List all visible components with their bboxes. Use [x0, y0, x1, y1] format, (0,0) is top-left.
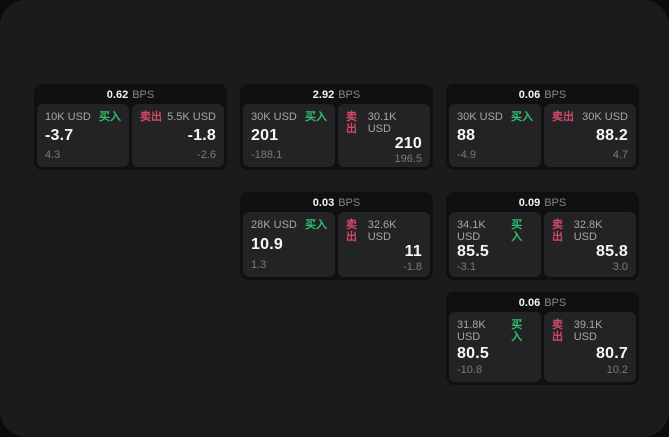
buy-label: 买入	[511, 111, 533, 123]
buy-label: 买入	[305, 219, 327, 231]
bps-spread: 2.92 BPS	[243, 87, 430, 104]
bps-unit-label: BPS	[132, 89, 155, 101]
sell-delta: 196.5	[394, 153, 422, 165]
buy-size: 30K USD	[457, 111, 503, 123]
buy-price: 88	[457, 127, 476, 144]
sell-quote-tile[interactable]: 卖出 30.1K USD 210 196.5	[338, 104, 430, 167]
sell-quote-tile[interactable]: 卖出 32.8K USD 85.8 3.0	[544, 212, 636, 277]
quote-card: 0.03 BPS 28K USD 买入 10.9 1.3 卖出 32.6K US…	[240, 192, 433, 280]
buy-quote-tile[interactable]: 28K USD 买入 10.9 1.3	[243, 212, 335, 277]
bps-spread-value: 2.92	[312, 89, 335, 101]
sell-price: 11	[404, 243, 422, 260]
buy-price: 201	[251, 127, 279, 144]
bps-spread-value: 0.09	[518, 197, 541, 209]
sell-size: 39.1K USD	[573, 319, 603, 343]
bps-unit-label: BPS	[544, 297, 567, 309]
sell-size: 32.8K USD	[573, 219, 603, 243]
quote-card: 0.06 BPS 30K USD 买入 88 -4.9 卖出 30K USD 8…	[446, 84, 639, 170]
bps-spread: 0.62 BPS	[37, 87, 224, 104]
quote-card: 2.92 BPS 30K USD 买入 201 -188.1 卖出 30.1K …	[240, 84, 433, 170]
sell-quote-tile[interactable]: 卖出 39.1K USD 80.7 10.2	[544, 312, 636, 382]
sell-label: 卖出	[552, 111, 574, 123]
sell-price: 210	[394, 135, 422, 152]
buy-price: 10.9	[251, 236, 283, 253]
buy-quote-tile[interactable]: 34.1K USD 买入 85.5 -3.1	[449, 212, 541, 277]
bps-spread: 0.03 BPS	[243, 195, 430, 212]
buy-delta: -3.1	[457, 261, 476, 273]
bps-spread-value: 0.06	[518, 89, 541, 101]
sell-price: 80.7	[596, 344, 628, 362]
buy-price: 80.5	[457, 344, 489, 362]
buy-price: 85.5	[457, 243, 489, 260]
bps-unit-label: BPS	[544, 89, 567, 101]
sell-price: 85.8	[596, 243, 628, 260]
sell-quote-tile[interactable]: 卖出 30K USD 88.2 4.7	[544, 104, 636, 167]
sell-label: 卖出	[346, 111, 357, 135]
sell-quote-tile[interactable]: 卖出 5.5K USD -1.8 -2.6	[132, 104, 224, 167]
bps-spread-value: 0.62	[106, 89, 129, 101]
buy-label: 买入	[99, 111, 121, 123]
bps-spread: 0.09 BPS	[449, 195, 636, 212]
sell-price: -1.8	[187, 127, 216, 144]
buy-price: -3.7	[45, 127, 74, 144]
bps-spread: 0.06 BPS	[449, 295, 636, 312]
bps-unit-label: BPS	[338, 89, 361, 101]
bps-unit-label: BPS	[338, 197, 361, 209]
buy-quote-tile[interactable]: 30K USD 买入 88 -4.9	[449, 104, 541, 167]
buy-quote-tile[interactable]: 31.8K USD 买入 80.5 -10.8	[449, 312, 541, 382]
bps-spread-value: 0.06	[518, 297, 541, 309]
buy-quote-tile[interactable]: 10K USD 买入 -3.7 4.3	[37, 104, 129, 167]
buy-delta: -10.8	[457, 364, 483, 376]
sell-delta: -2.6	[197, 149, 216, 161]
buy-size: 28K USD	[251, 219, 297, 231]
sell-label: 卖出	[552, 219, 563, 243]
sell-quote-tile[interactable]: 卖出 32.6K USD 11 -1.8	[338, 212, 430, 277]
bps-unit-label: BPS	[544, 197, 567, 209]
buy-delta: 4.3	[45, 149, 61, 161]
buy-delta: -188.1	[251, 149, 283, 161]
sell-size: 32.6K USD	[367, 219, 397, 243]
buy-label: 买入	[511, 319, 523, 343]
sell-delta: 10.2	[606, 364, 628, 376]
bps-spread: 0.06 BPS	[449, 87, 636, 104]
quote-card: 0.06 BPS 31.8K USD 买入 80.5 -10.8 卖出 39.1…	[446, 292, 639, 385]
quote-card: 0.62 BPS 10K USD 买入 -3.7 4.3 卖出 5.5K USD…	[34, 84, 227, 170]
sell-delta: 4.7	[612, 149, 628, 161]
sell-delta: -1.8	[403, 261, 422, 273]
sell-size: 5.5K USD	[167, 111, 216, 123]
sell-delta: 3.0	[612, 261, 628, 273]
sell-size: 30K USD	[582, 111, 628, 123]
buy-delta: -4.9	[457, 149, 476, 161]
buy-label: 买入	[305, 111, 327, 123]
sell-label: 卖出	[140, 111, 162, 123]
buy-quote-tile[interactable]: 30K USD 买入 201 -188.1	[243, 104, 335, 167]
sell-size: 30.1K USD	[367, 111, 397, 135]
sell-label: 卖出	[552, 319, 563, 343]
buy-delta: 1.3	[251, 259, 267, 271]
buy-size: 10K USD	[45, 111, 91, 123]
buy-size: 30K USD	[251, 111, 297, 123]
quote-card: 0.09 BPS 34.1K USD 买入 85.5 -3.1 卖出 32.8K…	[446, 192, 639, 280]
buy-size: 34.1K USD	[457, 219, 486, 243]
buy-size: 31.8K USD	[457, 319, 486, 343]
sell-price: 88.2	[596, 127, 628, 144]
buy-label: 买入	[511, 219, 523, 243]
bps-spread-value: 0.03	[312, 197, 335, 209]
sell-label: 卖出	[346, 219, 357, 243]
